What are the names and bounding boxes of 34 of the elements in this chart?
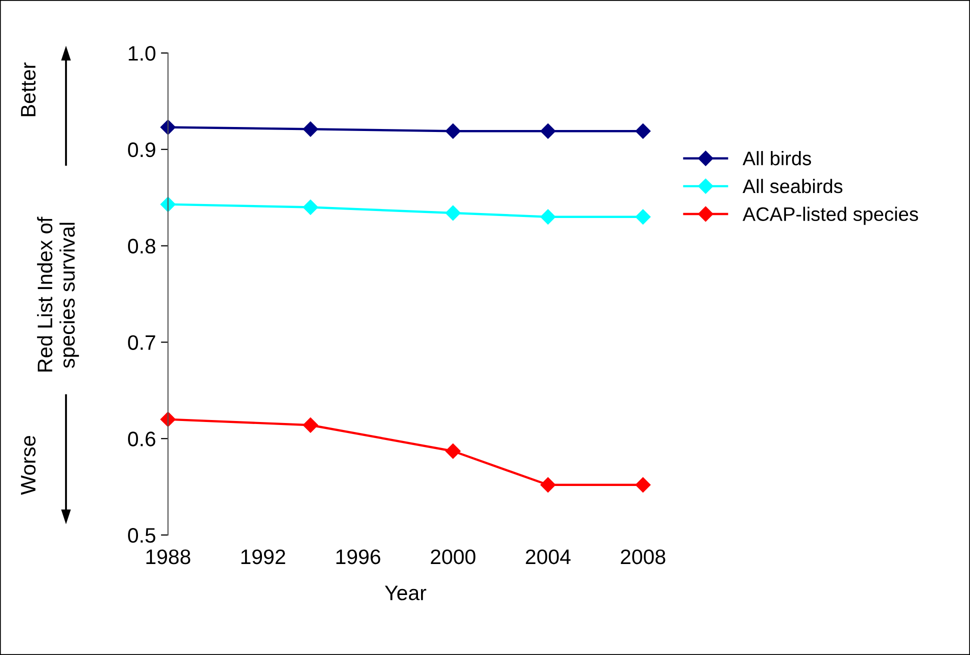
point	[302, 418, 318, 433]
x-tick-label: 2004	[526, 549, 571, 564]
point	[160, 120, 176, 135]
x-tick-label: 1992	[241, 549, 286, 564]
point	[540, 477, 556, 492]
y-tick-label: 0.8	[128, 238, 156, 254]
text: Worse	[21, 436, 36, 495]
point	[160, 196, 176, 212]
x-tick-label: 1988	[146, 549, 190, 564]
x-tick-label: 1996	[336, 549, 380, 564]
point	[540, 124, 556, 139]
y-tick-label: 1.0	[128, 46, 156, 61]
legend-label: All birds	[742, 151, 812, 166]
point	[635, 477, 651, 492]
legend-label: ACAP-listed species	[742, 206, 918, 225]
point	[302, 122, 318, 137]
point	[635, 209, 651, 224]
text: Better	[21, 62, 36, 116]
point	[445, 205, 461, 221]
point	[635, 124, 651, 139]
point	[302, 200, 318, 215]
y-tick-label: 0.5	[128, 528, 156, 543]
x-axis-title: Year	[384, 586, 426, 600]
x-tick-label: 2000	[430, 549, 476, 564]
point	[540, 209, 556, 224]
x-tick-label: 2008	[620, 549, 666, 564]
point	[160, 412, 176, 427]
legend-label: All seabirds	[742, 178, 842, 194]
point	[445, 444, 461, 459]
y-tick-label: 0.6	[128, 432, 156, 446]
point	[445, 124, 461, 139]
y-tick-label: 0.9	[128, 142, 156, 158]
y-axis-title: Red List Index of species survival	[37, 216, 79, 372]
y-tick-label: 0.7	[128, 335, 156, 350]
